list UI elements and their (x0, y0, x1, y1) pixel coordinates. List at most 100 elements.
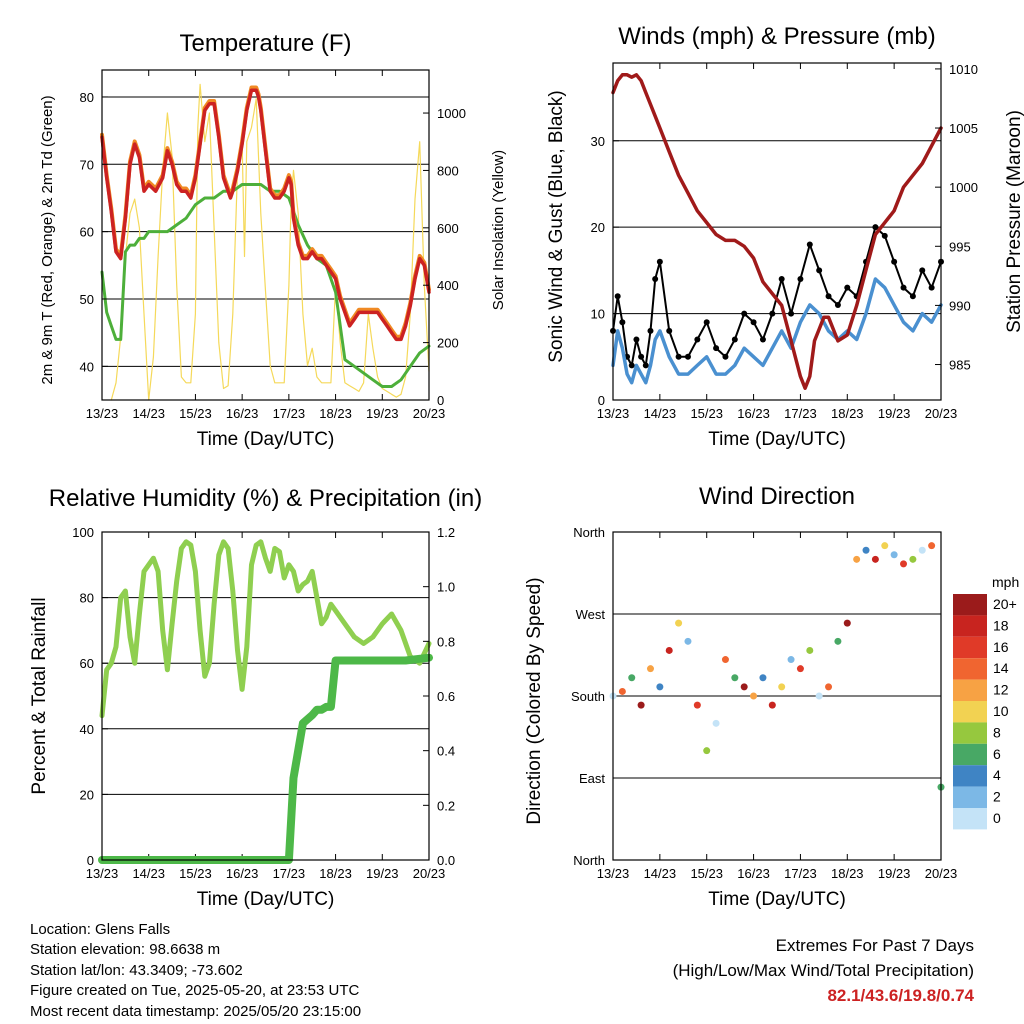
chart-direction: Wind Direction 13/23 14/23 15/23 16/23 17/23 1… (524, 483, 1019, 910)
legend-label: 4 (993, 767, 1001, 783)
legend-swatch (953, 658, 987, 680)
legend-label: 12 (993, 682, 1009, 698)
y-tick-label: North (573, 525, 605, 540)
y-tick-right-label: 1000 (437, 106, 466, 121)
x-tick-label: 18/23 (831, 866, 864, 881)
temp-2m-line (100, 88, 431, 342)
y-tick-right-label: 0.0 (437, 853, 455, 868)
y-tick-label: 40 (80, 722, 94, 737)
x-tick-label: 20/23 (925, 406, 958, 421)
direction-point (881, 542, 889, 550)
x-tick-label: 14/23 (132, 866, 165, 881)
legend-label: 8 (993, 724, 1001, 740)
direction-point (656, 683, 664, 691)
x-tick-label: 19/23 (366, 406, 399, 421)
direction-point (721, 656, 729, 664)
legend-swatch (953, 722, 987, 744)
y-tick-right-label: 1000 (949, 180, 978, 195)
legend-swatch (953, 743, 987, 766)
latlon-text: Station lat/lon: 43.3409; -73.602 (30, 961, 243, 979)
y-tick-right-label: 200 (437, 336, 459, 351)
direction-point (900, 560, 908, 568)
created-text: Figure created on Tue, 2025-05-20, at 23… (30, 982, 360, 1000)
y-tick-label: 20 (80, 787, 94, 802)
direction-point (731, 674, 739, 682)
direction-point (768, 701, 776, 709)
y-tick-right-label: 1.0 (437, 580, 455, 595)
elevation-text: Station elevation: 98.6638 m (30, 941, 221, 959)
y-tick-label: 0 (87, 853, 94, 868)
x-tick-label: 20/23 (925, 866, 958, 881)
x-tick-label: 13/23 (86, 406, 119, 421)
x-tick-label: 15/23 (690, 406, 723, 421)
y-tick-right-label: 0.4 (437, 744, 455, 759)
extremes-subtitle: (High/Low/Max Wind/Total Precipitation) (672, 961, 974, 980)
legend-label: 14 (993, 660, 1009, 676)
y-tick-right-label: 0.6 (437, 689, 455, 704)
y-tick-right-label: 1.2 (437, 525, 455, 540)
direction-point (759, 674, 767, 682)
relative-humidity-line (99, 539, 432, 719)
legend-label: 10 (993, 703, 1009, 719)
chart-temperature: Temperature (F) 13/23 14/23 15/23 16/23 17/23… (39, 30, 507, 450)
y-tick-label: 80 (80, 90, 94, 105)
plot-border (101, 69, 430, 401)
legend-label: 2 (993, 789, 1001, 805)
y-tick-right-label: 990 (949, 298, 971, 313)
x-axis-label: Time (Day/UTC) (708, 429, 846, 450)
solar-insolation-line (110, 83, 430, 401)
chart-humidity: Relative Humidity (%) & Precipitation (i… (29, 485, 482, 910)
y-tick-label: 80 (80, 591, 94, 606)
y-tick-right-label: 1010 (949, 62, 978, 77)
x-tick-label: 20/23 (413, 866, 446, 881)
y-tick-right-label: 985 (949, 358, 971, 373)
y-tick-label: 20 (591, 220, 605, 235)
x-tick-label: 14/23 (132, 406, 165, 421)
chart-title: Temperature (F) (179, 30, 351, 57)
direction-point (703, 747, 711, 755)
x-tick-label: 17/23 (784, 866, 817, 881)
y-tick-label: 100 (72, 525, 94, 540)
direction-point (871, 555, 879, 563)
direction-point (712, 719, 720, 727)
direction-point (693, 701, 701, 709)
plot-border (101, 531, 430, 861)
y-tick-label: 40 (80, 359, 94, 374)
x-tick-label: 19/23 (366, 866, 399, 881)
y-axis-label-right: Solar Insolation (Yellow) (490, 150, 507, 310)
x-tick-label: 16/23 (226, 866, 259, 881)
x-tick-label: 15/23 (179, 866, 212, 881)
plot-border (612, 62, 942, 401)
direction-point (618, 687, 626, 695)
x-axis-label: Time (Day/UTC) (708, 889, 846, 910)
x-tick-label: 13/23 (597, 866, 630, 881)
x-tick-label: 17/23 (273, 866, 306, 881)
chart-winds: Winds (mph) & Pressure (mb) 13/23 14/23 15/… (546, 23, 1024, 450)
y-tick-label: South (571, 689, 605, 704)
y-tick-label: 10 (591, 307, 605, 322)
x-tick-label: 16/23 (226, 406, 259, 421)
legend-swatch (953, 679, 987, 701)
direction-point (646, 665, 654, 673)
y-axis-label: Direction (Colored By Speed) (524, 577, 545, 824)
plot-border (612, 531, 942, 861)
x-axis-label: Time (Day/UTC) (197, 889, 335, 910)
y-tick-label: North (573, 853, 605, 868)
y-tick-label: 50 (80, 292, 94, 307)
y-tick-label: 0 (598, 393, 605, 408)
x-tick-label: 19/23 (878, 406, 911, 421)
x-tick-label: 16/23 (737, 866, 770, 881)
direction-point (918, 546, 926, 554)
y-tick-right-label: 995 (949, 239, 971, 254)
direction-point (815, 692, 823, 700)
gust-line (612, 226, 942, 367)
x-tick-label: 15/23 (690, 866, 723, 881)
dewpoint-2m-line (100, 183, 431, 388)
direction-point (637, 701, 645, 709)
direction-point (890, 551, 898, 559)
direction-point (740, 683, 748, 691)
legend-swatch (953, 594, 987, 616)
y-axis-label: Sonic Wind & Gust (Blue, Black) (546, 90, 567, 362)
legend-label: 18 (993, 617, 1009, 633)
